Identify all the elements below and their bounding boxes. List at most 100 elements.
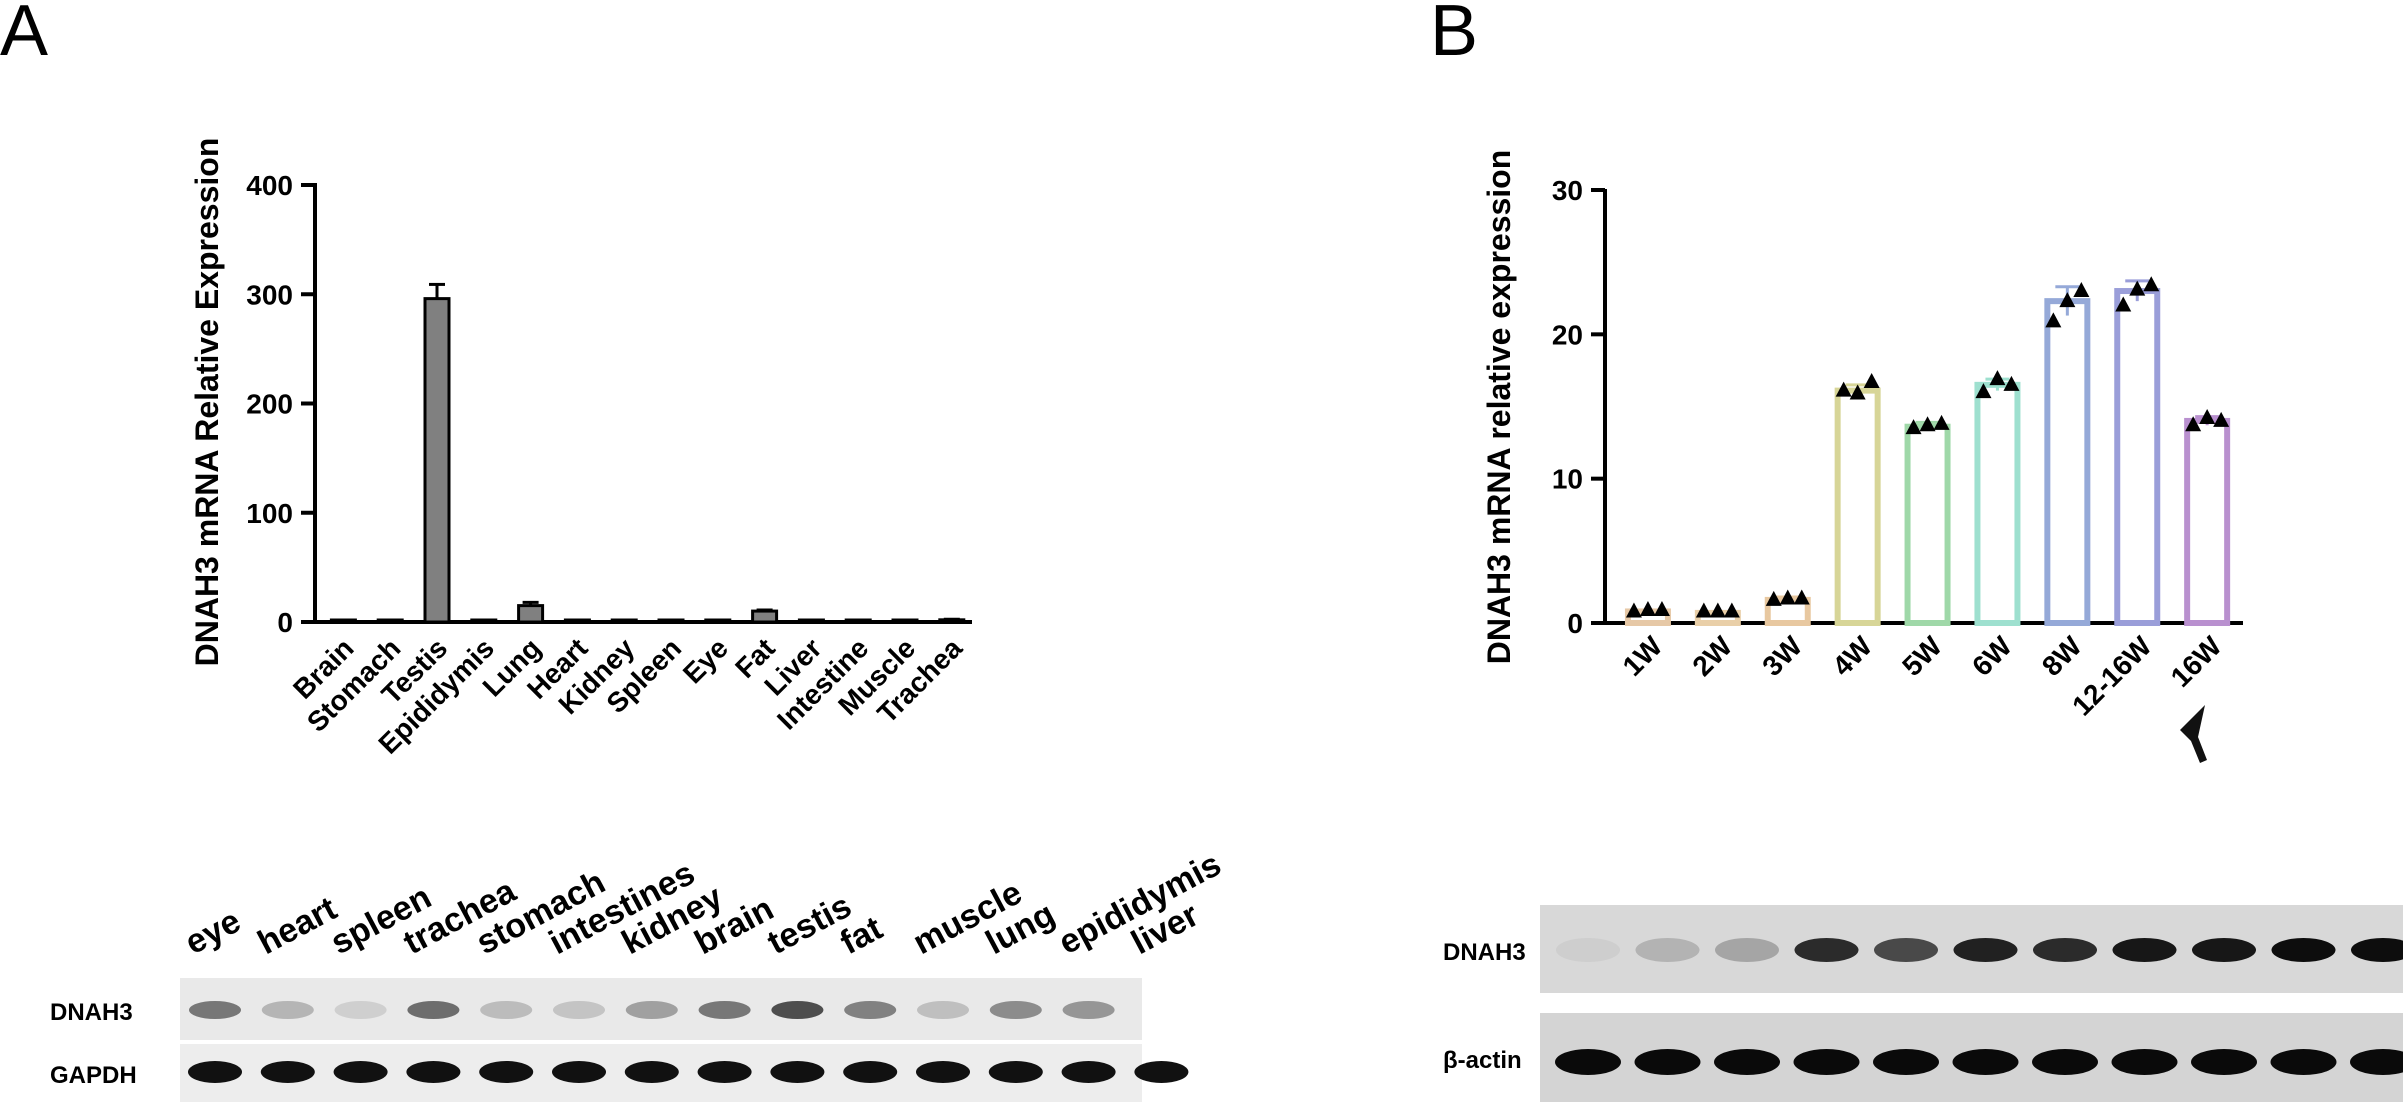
chart-b-point <box>1835 381 1852 397</box>
chart-b-point <box>1639 601 1656 617</box>
chart-b-ytick-label: 10 <box>1552 464 1583 495</box>
blot-a-gapdh-band <box>988 1061 1043 1083</box>
chart-a-bar <box>704 618 732 624</box>
chart-b-ytick-label: 20 <box>1552 319 1583 350</box>
chart-b-point <box>2143 276 2160 292</box>
blot-b-dnah3-band <box>1556 938 1620 962</box>
blot-a-dnah3-band <box>917 1001 969 1019</box>
blot-b-actin-band <box>1634 1049 1701 1075</box>
chart-b-point <box>1723 602 1740 618</box>
blot-b-actin-band <box>1714 1049 1780 1075</box>
chart-b-point <box>2115 296 2132 312</box>
blot-b-actin-band <box>1793 1049 1860 1075</box>
blot-b-dnah3-band <box>2112 938 2177 962</box>
blot-b-dnah3-band <box>1635 938 1700 962</box>
blot-a-row-dnah3: DNAH3 <box>50 999 133 1026</box>
chart-b-point <box>1779 589 1796 605</box>
chart-a-y-title: DNAH3 mRNA Relative Expression <box>189 138 225 667</box>
blot-a-gapdh-band <box>406 1061 461 1083</box>
chart-a-ytick-label: 100 <box>246 498 293 529</box>
chart-b-point <box>2045 312 2062 328</box>
chart-b-point <box>1849 384 1866 400</box>
chart-b-point <box>2003 375 2020 391</box>
cursor-icon <box>2180 705 2207 763</box>
chart-a-bar <box>563 618 591 624</box>
blot-a-gapdh-band <box>188 1061 242 1083</box>
chart-a-bar <box>610 618 638 624</box>
chart-a-bar <box>891 618 919 624</box>
chart-a-bar <box>423 297 451 624</box>
chart-a-ytick-label: 200 <box>246 389 293 420</box>
blot-b: DNAH3 β-actin <box>1443 905 2403 1102</box>
chart-a-ytick-label: 0 <box>277 607 293 638</box>
blot-b-actin-band <box>1555 1049 1621 1075</box>
blot-a-gapdh-band <box>1061 1061 1116 1083</box>
blot-b-row-actin: β-actin <box>1443 1047 1522 1074</box>
blot-b-dnah3-band <box>2033 938 2097 962</box>
blot-a-row-gapdh: GAPDH <box>50 1062 137 1089</box>
chart-b-point <box>1709 602 1726 618</box>
blot-a-gapdh-band <box>916 1061 970 1083</box>
chart-b-point <box>2073 282 2090 298</box>
blot-b-actin-band <box>1952 1049 2019 1075</box>
blot-a-dnah3-band <box>553 1001 605 1019</box>
blot-b-dnah3-band <box>1874 938 1938 962</box>
panel-a-letter: A <box>0 0 48 71</box>
chart-a-bar <box>470 618 498 624</box>
blot-a-dnah3-band <box>261 1001 314 1019</box>
blot-a-gapdh-band <box>552 1061 606 1083</box>
panel-b-letter: B <box>1430 0 1478 71</box>
blot-a-gapdh-band <box>697 1061 752 1083</box>
blot-a-dnah3-band <box>334 1001 387 1019</box>
chart-a-ytick-label: 300 <box>246 279 293 310</box>
chart-a-bar <box>797 618 825 624</box>
blot-b-dnah3-band <box>2271 938 2336 962</box>
blot-a-dnah3-band <box>698 1001 751 1019</box>
chart-b-ytick-label: 0 <box>1567 608 1583 639</box>
blot-b-dnah3-band <box>1715 938 1779 962</box>
chart-b-point <box>2059 292 2076 308</box>
blot-b-actin-band <box>2111 1049 2178 1075</box>
blot-b-row-dnah3: DNAH3 <box>1443 939 1526 966</box>
blot-b-dnah3-band <box>1953 938 2018 962</box>
chart-a-bar <box>657 618 685 624</box>
chart-b-ytick-label: 30 <box>1552 175 1583 206</box>
blot-b-actin-band <box>2032 1049 2098 1075</box>
blot-b-dnah3-band <box>2351 938 2403 962</box>
blot-a-gapdh-band <box>333 1061 388 1083</box>
blot-a-dnah3-band <box>625 1001 678 1019</box>
blot-a-dnah3-band <box>407 1001 460 1019</box>
chart-a-bar <box>329 618 357 624</box>
chart-a-bar <box>517 604 545 624</box>
chart-b-point <box>1863 372 1880 388</box>
blot-a-dnah3-band <box>480 1001 533 1019</box>
chart-b-point <box>1933 414 1950 430</box>
blot-b-actin-band <box>2350 1049 2403 1075</box>
chart-b-point <box>1695 602 1712 618</box>
chart-b-point <box>2129 280 2146 296</box>
blot-a-gapdh-band <box>770 1061 825 1083</box>
chart-b-point <box>1975 383 1992 399</box>
blot-a-dnah3-strip <box>180 978 1142 1040</box>
blot-a-dnah3-band <box>189 1001 241 1019</box>
chart-b-point <box>2213 411 2230 427</box>
chart-a-bar <box>751 609 779 624</box>
blot-b-actin-band <box>2270 1049 2337 1075</box>
chart-b-point <box>2185 416 2202 432</box>
chart-b-point <box>1989 370 2006 386</box>
chart-a-bar <box>844 618 872 624</box>
blot-a-dnah3-band <box>1062 1001 1115 1019</box>
chart-b-point <box>1765 590 1782 606</box>
blot-a-gapdh-band <box>260 1061 315 1083</box>
chart-b-point <box>2199 409 2216 425</box>
blot-a-gapdh-band <box>624 1061 679 1083</box>
chart-b-point <box>1793 589 1810 605</box>
chart-a-bar <box>376 618 404 624</box>
chart-b-point <box>1625 602 1642 618</box>
blot-a-dnah3-band <box>771 1001 824 1019</box>
blot-a-gapdh-band <box>1134 1061 1189 1083</box>
blot-b-dnah3-band <box>2192 938 2256 962</box>
blot-a-gapdh-band <box>843 1061 898 1083</box>
chart-b-point <box>1905 419 1922 435</box>
